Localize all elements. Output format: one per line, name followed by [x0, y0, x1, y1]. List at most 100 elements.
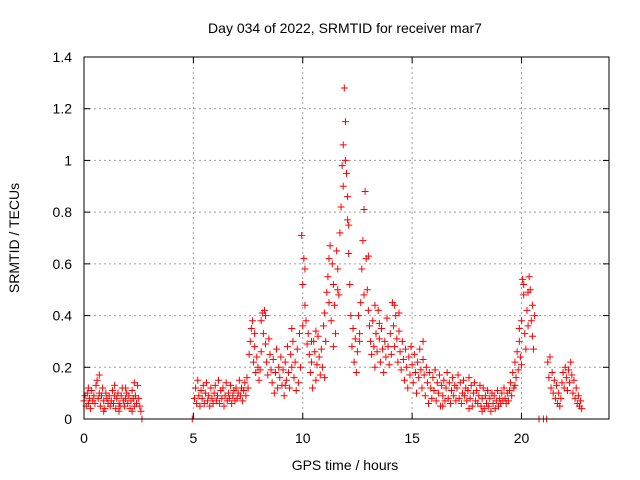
data-point — [305, 350, 313, 358]
data-point — [345, 250, 353, 258]
data-point — [324, 273, 332, 281]
data-point — [379, 345, 387, 353]
data-point — [550, 376, 558, 384]
data-point — [426, 368, 434, 376]
data-point — [439, 392, 447, 400]
plot-frame — [83, 56, 610, 420]
data-point — [544, 358, 552, 366]
data-point — [528, 332, 536, 340]
data-point — [511, 358, 519, 366]
data-point — [390, 322, 398, 330]
data-point — [385, 361, 393, 369]
data-point — [512, 374, 520, 382]
data-point — [383, 314, 391, 322]
y-tick-label: 0 — [64, 411, 72, 427]
data-point — [306, 368, 314, 376]
data-point — [356, 330, 364, 338]
data-point — [336, 229, 344, 237]
data-point — [325, 299, 333, 307]
data-point — [375, 335, 383, 343]
data-point — [87, 405, 95, 413]
data-point — [375, 319, 383, 327]
data-point — [194, 376, 202, 384]
y-axis-label: SRMTID / TECUs — [6, 183, 22, 293]
data-point — [518, 317, 525, 325]
data-point — [566, 379, 574, 387]
data-point — [256, 366, 264, 374]
data-point — [137, 407, 145, 415]
data-point — [128, 407, 136, 415]
data-point — [334, 286, 342, 294]
data-point — [332, 330, 340, 338]
data-point — [344, 216, 352, 224]
data-point — [521, 330, 529, 338]
data-point — [297, 363, 305, 371]
data-point — [301, 301, 309, 309]
data-point — [190, 394, 198, 402]
data-point — [315, 353, 323, 361]
data-point — [397, 366, 405, 374]
data-point — [207, 384, 215, 392]
data-point — [442, 384, 450, 392]
data-point — [316, 371, 324, 379]
data-point — [328, 260, 336, 268]
data-point — [435, 371, 443, 379]
data-point — [122, 384, 130, 392]
data-point — [396, 348, 404, 356]
data-point — [432, 397, 440, 405]
data-point — [373, 348, 381, 356]
data-point — [568, 371, 576, 379]
data-point — [329, 281, 337, 289]
data-point — [229, 392, 237, 400]
data-point — [334, 265, 342, 273]
data-point — [329, 343, 337, 351]
data-point — [288, 325, 296, 332]
y-tick-label: 0.4 — [53, 308, 73, 324]
data-point — [444, 394, 452, 402]
data-point — [399, 356, 407, 364]
data-point — [265, 335, 273, 343]
data-point — [490, 392, 498, 400]
data-point — [275, 363, 283, 371]
data-point — [280, 392, 288, 400]
data-point — [485, 402, 493, 410]
data-point — [465, 405, 473, 413]
data-point — [413, 389, 420, 397]
data-point — [553, 381, 560, 389]
data-point — [333, 247, 341, 255]
data-point — [545, 374, 553, 382]
data-point — [242, 392, 250, 400]
data-point — [415, 374, 423, 382]
data-point — [487, 407, 495, 415]
data-point — [433, 379, 441, 387]
data-point — [391, 301, 399, 309]
data-point — [557, 394, 565, 402]
data-point — [504, 397, 512, 405]
x-tick-labels: 0 5 10 15 20 — [80, 430, 529, 446]
data-point — [243, 374, 251, 382]
x-tick-label: 15 — [404, 430, 420, 446]
data-point — [359, 237, 367, 245]
data-point — [398, 337, 406, 345]
data-point — [369, 317, 377, 325]
data-point — [99, 384, 107, 392]
data-point — [438, 381, 446, 389]
data-point — [291, 358, 299, 366]
data-point — [279, 366, 287, 374]
data-point — [259, 330, 267, 338]
data-point — [515, 337, 523, 345]
data-point — [524, 322, 532, 330]
data-point — [404, 384, 412, 392]
data-point — [271, 368, 279, 376]
data-point — [264, 371, 272, 379]
data-point — [235, 376, 243, 384]
data-point — [371, 363, 379, 371]
data-point — [479, 384, 487, 392]
x-tick-label: 5 — [189, 430, 197, 446]
data-point — [440, 376, 448, 384]
data-point — [528, 301, 536, 309]
data-point — [222, 379, 230, 387]
data-point — [299, 322, 307, 330]
data-point — [113, 394, 121, 402]
data-point — [360, 291, 368, 299]
